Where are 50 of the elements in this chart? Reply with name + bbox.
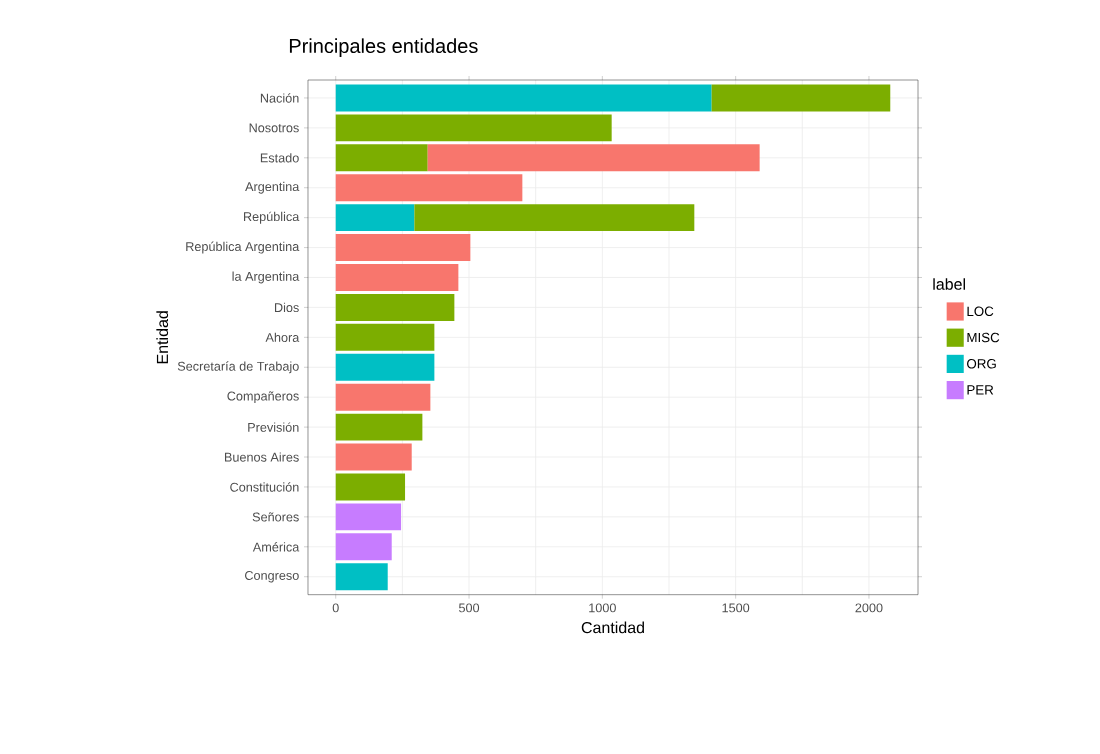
y-tick-label: Señores — [252, 512, 299, 522]
y-tick-label: República — [244, 211, 300, 224]
y-tick-label: Compañeros — [227, 391, 299, 404]
legend-title: label — [933, 278, 965, 290]
y-tick-label: Nación — [260, 93, 299, 103]
y-axis-title: Entidad — [156, 311, 169, 364]
bar — [335, 383, 431, 411]
legend-label: ORG — [967, 359, 996, 369]
bar — [335, 234, 471, 262]
y-tick-label: Argentina — [245, 181, 300, 194]
y-tick-label: la Argentina — [232, 271, 300, 284]
legend-label: PER — [967, 385, 994, 395]
y-tick-label: Estado — [260, 153, 299, 163]
legend-label: LOC — [967, 306, 994, 317]
bar — [335, 503, 402, 531]
bar — [427, 144, 760, 172]
y-tick-label: Nosotros — [249, 123, 299, 133]
bar — [335, 413, 423, 441]
bar — [335, 473, 406, 501]
legend-label: MISC — [967, 332, 1000, 343]
bar — [335, 323, 435, 351]
bar — [335, 84, 712, 112]
x-axis-title: Cantidad — [581, 621, 644, 634]
y-tick-label: Constitución — [230, 482, 299, 492]
y-tick-label: Secretaría de Trabajo — [177, 361, 299, 374]
bar — [335, 204, 415, 232]
bar — [335, 174, 523, 202]
x-tick-label: 500 — [458, 603, 480, 613]
y-tick-label: América — [252, 542, 300, 552]
x-tick-label: 1000 — [589, 603, 616, 613]
bar — [335, 533, 392, 561]
bar — [711, 84, 891, 112]
bar — [414, 204, 695, 232]
bar — [335, 443, 412, 471]
y-tick-label: Dios — [275, 302, 299, 313]
x-tick-label: 2000 — [855, 603, 883, 613]
y-tick-label: Ahora — [265, 332, 300, 342]
y-tick-label: República Argentina — [186, 241, 300, 254]
bar — [335, 353, 435, 381]
bar — [335, 114, 612, 142]
bar — [335, 264, 459, 291]
y-tick-label: Previsión — [248, 422, 299, 432]
y-tick-label: Congreso — [245, 570, 299, 583]
bar — [335, 293, 455, 321]
bar — [335, 563, 388, 591]
x-tick-label: 0 — [332, 603, 339, 613]
chart-title: Principales entidades — [289, 38, 478, 57]
y-tick-label: Buenos Aires — [225, 452, 299, 462]
x-tick-label: 1500 — [722, 603, 750, 613]
bar — [335, 144, 428, 172]
